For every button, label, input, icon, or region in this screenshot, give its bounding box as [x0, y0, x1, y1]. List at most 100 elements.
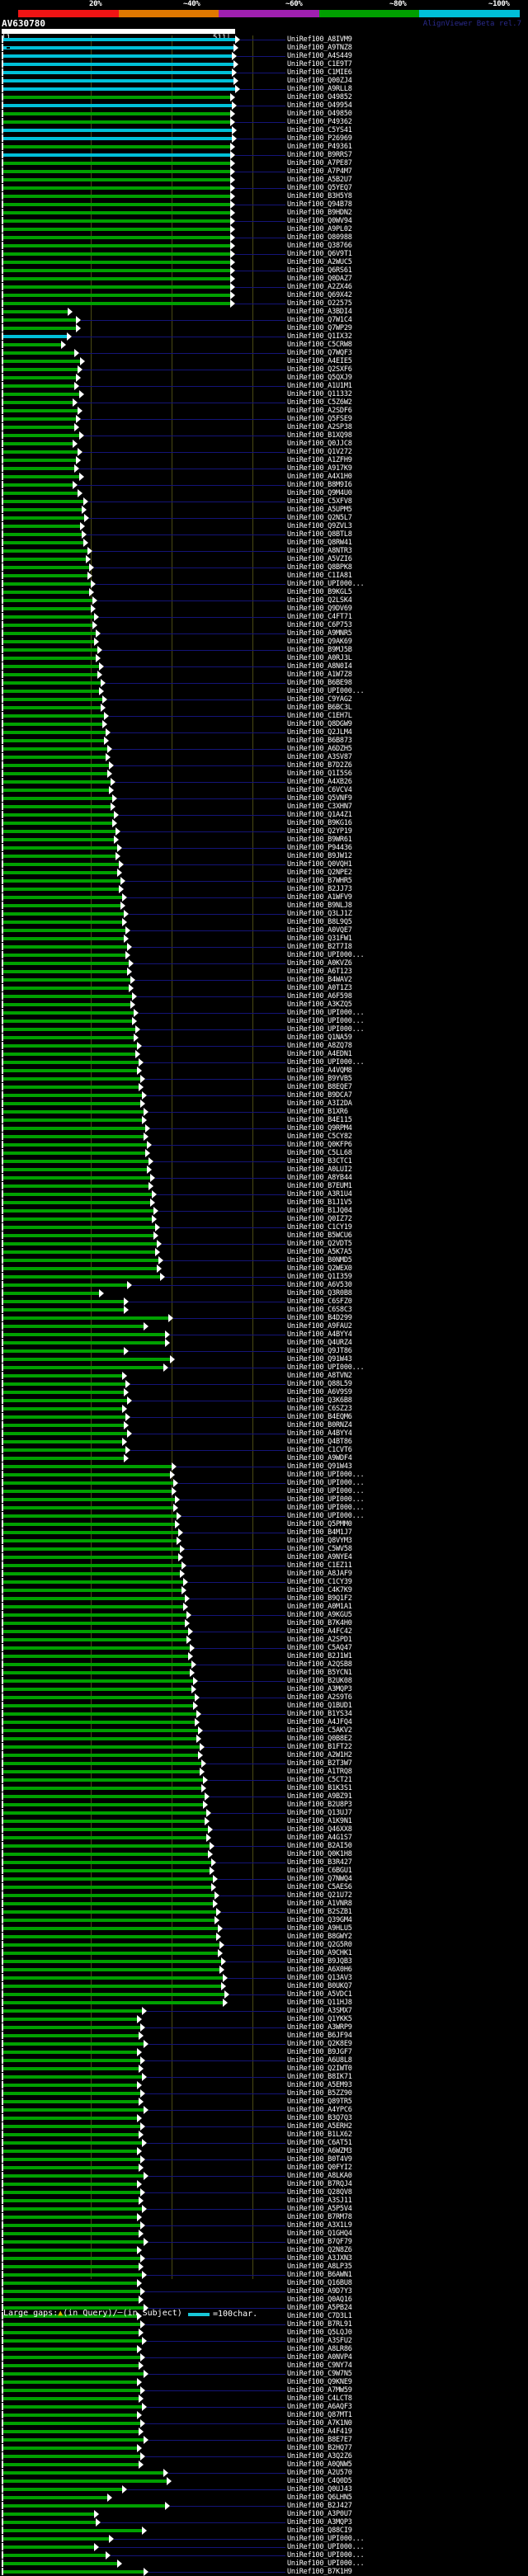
hit-label[interactable]: UniRef100_A9CHK1: [287, 1949, 352, 1957]
hsp-bar[interactable]: [2, 558, 86, 561]
hit-label[interactable]: UniRef100_A5VDC1: [287, 1990, 352, 1999]
alignment-row[interactable]: UniRef100_A1U1M1: [0, 382, 528, 390]
alignment-row[interactable]: UniRef100_B1LX62: [0, 2131, 528, 2139]
alignment-row[interactable]: UniRef100_B4E115: [0, 1116, 528, 1124]
hit-label[interactable]: UniRef100_A8LKA0: [287, 2172, 352, 2180]
alignment-row[interactable]: UniRef100_B1XQ98: [0, 431, 528, 440]
alignment-row[interactable]: UniRef100_A6V530: [0, 1281, 528, 1289]
hit-label[interactable]: UniRef100_A4S449: [287, 52, 352, 60]
hsp-bar[interactable]: [2, 714, 104, 718]
hsp-bar[interactable]: [2, 2001, 223, 2004]
hsp-bar[interactable]: [2, 170, 230, 173]
alignment-row[interactable]: UniRef100_C4FT71: [0, 613, 528, 621]
hit-label[interactable]: UniRef100_C4Q0D5: [287, 2477, 352, 2485]
hsp-bar[interactable]: [2, 525, 80, 528]
hit-label[interactable]: UniRef100_UPI000...: [287, 1009, 365, 1017]
alignment-row[interactable]: UniRef100_Q0AQ16: [0, 2296, 528, 2304]
hsp-bar[interactable]: [2, 1976, 223, 1980]
hit-label[interactable]: UniRef100_C9NY74: [287, 2362, 352, 2370]
hsp-bar[interactable]: [2, 2084, 137, 2087]
hsp-bar[interactable]: [2, 2117, 137, 2120]
hsp-bar[interactable]: [2, 888, 119, 891]
hsp-bar[interactable]: [2, 1061, 139, 1064]
hsp-bar[interactable]: [2, 54, 232, 58]
alignment-row[interactable]: UniRef100_B2T7I8: [0, 943, 528, 951]
hsp-bar[interactable]: [2, 2397, 139, 2400]
hsp-bar[interactable]: [2, 1300, 124, 1303]
hit-label[interactable]: UniRef100_A9WDF4: [287, 1454, 352, 1462]
hsp-bar[interactable]: [2, 648, 97, 652]
hit-label[interactable]: UniRef100_Q1I5S6: [287, 770, 352, 778]
hsp-bar[interactable]: [2, 855, 116, 858]
hit-label[interactable]: UniRef100_Q94B78: [287, 200, 352, 209]
hit-label[interactable]: UniRef100_Q0JJC8: [287, 440, 352, 448]
hit-label[interactable]: UniRef100_UPI000...: [287, 1058, 365, 1067]
hsp-bar[interactable]: [2, 1547, 180, 1551]
hsp-bar[interactable]: [2, 2455, 140, 2458]
hsp-bar[interactable]: [2, 1193, 152, 1196]
hsp-bar[interactable]: [2, 731, 106, 734]
hsp-bar[interactable]: [2, 954, 125, 957]
hit-label[interactable]: UniRef100_Q2SXF6: [287, 365, 352, 374]
alignment-row[interactable]: UniRef100_B9Q1F2: [0, 1594, 528, 1603]
hsp-bar[interactable]: [2, 1943, 219, 1947]
hit-label[interactable]: UniRef100_Q9RPM4: [287, 1124, 352, 1133]
hsp-bar[interactable]: [2, 1605, 183, 1608]
alignment-row[interactable]: UniRef100_O49852: [0, 93, 528, 101]
alignment-row[interactable]: UniRef100_Q0IZ72: [0, 1215, 528, 1223]
hit-label[interactable]: UniRef100_B0NMD5: [287, 1256, 352, 1264]
alignment-row[interactable]: UniRef100_A2W1H2: [0, 1751, 528, 1759]
hit-label[interactable]: UniRef100_A5ERH2: [287, 2122, 352, 2131]
alignment-row[interactable]: UniRef100_Q5LQJ0: [0, 2329, 528, 2337]
alignment-row[interactable]: UniRef100_C1EH7L: [0, 712, 528, 720]
hit-label[interactable]: UniRef100_B2UK08: [287, 1677, 352, 1685]
hsp-bar[interactable]: [2, 822, 112, 825]
hsp-bar[interactable]: [2, 764, 109, 767]
hsp-bar[interactable]: [2, 1448, 125, 1452]
hsp-bar[interactable]: [2, 1102, 140, 1105]
hit-label[interactable]: UniRef100_Q5VNF9: [287, 794, 352, 803]
hsp-bar[interactable]: [2, 1217, 152, 1221]
alignment-row[interactable]: UniRef100_Q1YKK5: [0, 2015, 528, 2023]
hit-label[interactable]: UniRef100_A1W7Z8: [287, 671, 352, 679]
alignment-row[interactable]: UniRef100_Q87MT1: [0, 2411, 528, 2419]
hit-label[interactable]: UniRef100_Q9ZVL3: [287, 522, 352, 530]
alignment-row[interactable]: UniRef100_A3MQP3: [0, 2518, 528, 2527]
hit-label[interactable]: UniRef100_UPI000...: [287, 1363, 365, 1372]
alignment-row[interactable]: UniRef100_Q7WP29: [0, 324, 528, 332]
hsp-bar[interactable]: [2, 1696, 195, 1699]
hit-label[interactable]: UniRef100_B9Q1F2: [287, 1594, 352, 1603]
alignment-row[interactable]: UniRef100_Q2G5R0: [0, 1941, 528, 1949]
hsp-bar[interactable]: [2, 129, 232, 132]
alignment-row[interactable]: UniRef100_B9KGL5: [0, 588, 528, 596]
hsp-bar[interactable]: [2, 1688, 191, 1691]
hit-label[interactable]: UniRef100_Q2JLM4: [287, 728, 352, 737]
alignment-row[interactable]: UniRef100_A4BYY4: [0, 1429, 528, 1438]
alignment-row[interactable]: UniRef100_B0UKQ7: [0, 1982, 528, 1990]
hsp-bar[interactable]: [2, 1927, 218, 1930]
hsp-bar[interactable]: [2, 269, 230, 272]
hit-label[interactable]: UniRef100_B7QF79: [287, 2238, 352, 2246]
hit-label[interactable]: UniRef100_Q2N8Z6: [287, 2246, 352, 2254]
hit-label[interactable]: UniRef100_A5UPM5: [287, 506, 352, 514]
hit-label[interactable]: UniRef100_A8YB44: [287, 1174, 352, 1182]
alignment-row[interactable]: UniRef100_B2J427: [0, 2502, 528, 2510]
hsp-bar[interactable]: [2, 409, 78, 412]
alignment-row[interactable]: UniRef100_C4K7K9: [0, 1586, 528, 1594]
alignment-row[interactable]: UniRef100_A4XB26: [0, 778, 528, 786]
alignment-row[interactable]: UniRef100_A5UPM5: [0, 506, 528, 514]
hit-label[interactable]: UniRef100_Q7NWQ4: [287, 1875, 352, 1883]
alignment-row[interactable]: UniRef100_A3WRP9: [0, 2023, 528, 2032]
hit-label[interactable]: UniRef100_B4M1J7: [287, 1528, 352, 1537]
hit-label[interactable]: UniRef100_Q5FSE9: [287, 415, 352, 423]
hit-label[interactable]: UniRef100_Q3LJ1Z: [287, 910, 352, 918]
hsp-bar[interactable]: [2, 1803, 203, 1806]
hit-label[interactable]: UniRef100_Q9JT86: [287, 1347, 352, 1355]
hit-label[interactable]: UniRef100_Q16BU8: [287, 2279, 352, 2287]
alignment-row[interactable]: UniRef100_Q8VYM3: [0, 1537, 528, 1545]
hit-label[interactable]: UniRef100_Q1GHQ4: [287, 2230, 352, 2238]
hit-label[interactable]: UniRef100_C4FT71: [287, 613, 352, 621]
hsp-bar[interactable]: [2, 1399, 127, 1402]
alignment-row[interactable]: UniRef100_A0NVP4: [0, 2353, 528, 2362]
hsp-bar[interactable]: [2, 186, 230, 190]
